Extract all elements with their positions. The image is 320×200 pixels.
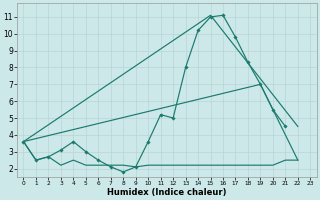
- X-axis label: Humidex (Indice chaleur): Humidex (Indice chaleur): [107, 188, 227, 197]
